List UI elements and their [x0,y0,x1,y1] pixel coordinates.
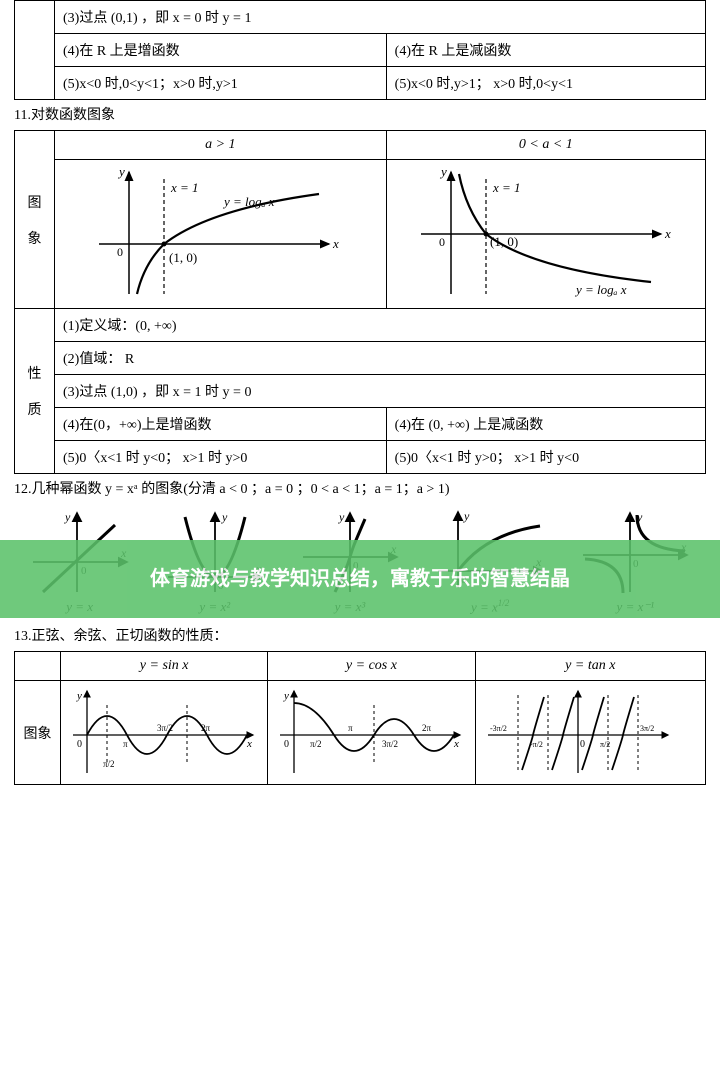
log-header-right: 0 < a < 1 [386,131,705,160]
properties-row-label: 性质 [15,309,55,474]
section-12-title: 12.几种幂函数 y = xᵃ 的图象(分清 a < 0 ；a = 0 ；0 <… [14,478,706,498]
log-prop-3: (3)过点 (1,0) ，即 x = 1 时 y = 0 [55,375,706,408]
svg-text:y = logₐ x: y = logₐ x [222,194,275,209]
cos-graph: 0 y x π/2 π 3π/2 2π [268,681,475,785]
svg-text:y: y [636,510,643,524]
log-function-table: 图象 a > 1 0 < a < 1 0 x y x = 1 y = logₐ … [14,130,706,474]
graph-row-label: 图象 [15,131,55,309]
svg-text:y = logₐ x: y = logₐ x [574,282,627,297]
prop-5-right: (5)x<0 时,y>1； x>0 时,0<y<1 [386,67,705,100]
log-prop-5-left: (5)0〈x<1 时 y<0； x>1 时 y>0 [55,441,387,474]
log-prop-1: (1)定义域：(0, +∞) [55,309,706,342]
log-prop-4-right: (4)在 (0, +∞) 上是减函数 [386,408,705,441]
svg-text:x = 1: x = 1 [492,180,521,195]
sin-graph: 0 y x π/2 π 3π/2 2π [61,681,268,785]
prop-5-left: (5)x<0 时,0<y<1；x>0 时,y>1 [55,67,387,100]
tan-graph: 0 -3π/2 -π/2 π/2 3π/2 [475,681,705,785]
svg-text:y: y [439,164,447,179]
prop-3: (3)过点 (0,1) ，即 x = 0 时 y = 1 [55,1,706,34]
svg-text:0: 0 [117,245,123,259]
svg-text:(1, 0): (1, 0) [169,250,197,265]
svg-text:3π/2: 3π/2 [157,723,173,733]
trig-table: y = sin x y = cos x y = tan x 图象 0 y x π… [14,651,706,785]
overlay-banner: 体育游戏与教学知识总结，寓教于乐的智慧结晶 [0,540,720,618]
log-prop-4-left: (4)在(0，+∞)上是增函数 [55,408,387,441]
prop-4-right: (4)在 R 上是减函数 [386,34,705,67]
svg-text:x: x [453,738,459,750]
trig-h-tan: y = tan x [475,652,705,681]
trig-h-cos: y = cos x [268,652,475,681]
svg-text:x = 1: x = 1 [170,180,199,195]
svg-text:π/2: π/2 [103,759,115,769]
section-11-title: 11.对数函数图象 [14,104,706,124]
prop-4-left: (4)在 R 上是增函数 [55,34,387,67]
log-graph-right: 0 x y x = 1 y = logₐ x (1, 0) [386,160,705,309]
svg-text:-3π/2: -3π/2 [490,724,507,733]
section-13-title: 13.正弦、余弦、正切函数的性质： [14,625,706,645]
log-prop-2: (2)值域： R [55,342,706,375]
log-header-left: a > 1 [55,131,387,160]
svg-text:-π/2: -π/2 [530,740,543,749]
svg-text:x: x [332,236,339,251]
svg-text:π/2: π/2 [310,739,322,749]
svg-text:y: y [221,510,228,524]
svg-text:2π: 2π [422,723,432,733]
svg-text:0: 0 [284,739,289,750]
svg-text:y: y [117,164,125,179]
svg-text:y: y [64,510,71,524]
svg-text:π/2: π/2 [600,740,610,749]
log-prop-5-right: (5)0〈x<1 时 y>0； x>1 时 y<0 [386,441,705,474]
trig-h-sin: y = sin x [61,652,268,681]
svg-text:0: 0 [439,235,445,249]
svg-text:3π/2: 3π/2 [382,739,398,749]
svg-text:π: π [348,723,353,733]
svg-text:0: 0 [77,739,82,750]
svg-text:π: π [123,739,128,749]
svg-text:(1, 0): (1, 0) [490,234,518,249]
svg-text:y: y [463,509,470,523]
svg-text:x: x [664,226,671,241]
log-graph-left: 0 x y x = 1 y = logₐ x (1, 0) [55,160,387,309]
exponential-properties-table-tail: (3)过点 (0,1) ，即 x = 0 时 y = 1 (4)在 R 上是增函… [14,0,706,100]
svg-text:y: y [338,510,345,524]
svg-text:0: 0 [580,739,585,750]
svg-text:x: x [246,738,252,750]
svg-text:3π/2: 3π/2 [640,724,654,733]
trig-graph-label: 图象 [15,681,61,785]
svg-text:2π: 2π [201,723,211,733]
svg-text:y: y [76,690,82,702]
svg-text:y: y [283,690,289,702]
